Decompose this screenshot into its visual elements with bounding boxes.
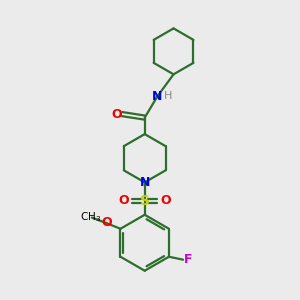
Text: CH$_3$: CH$_3$ [80,210,101,224]
Text: N: N [152,90,163,103]
Text: O: O [101,216,112,230]
Text: F: F [184,253,192,266]
Text: O: O [160,194,171,207]
Text: S: S [140,194,150,208]
Text: N: N [140,176,150,189]
Text: O: O [112,108,122,121]
Text: H: H [164,92,173,101]
Text: O: O [118,194,129,207]
